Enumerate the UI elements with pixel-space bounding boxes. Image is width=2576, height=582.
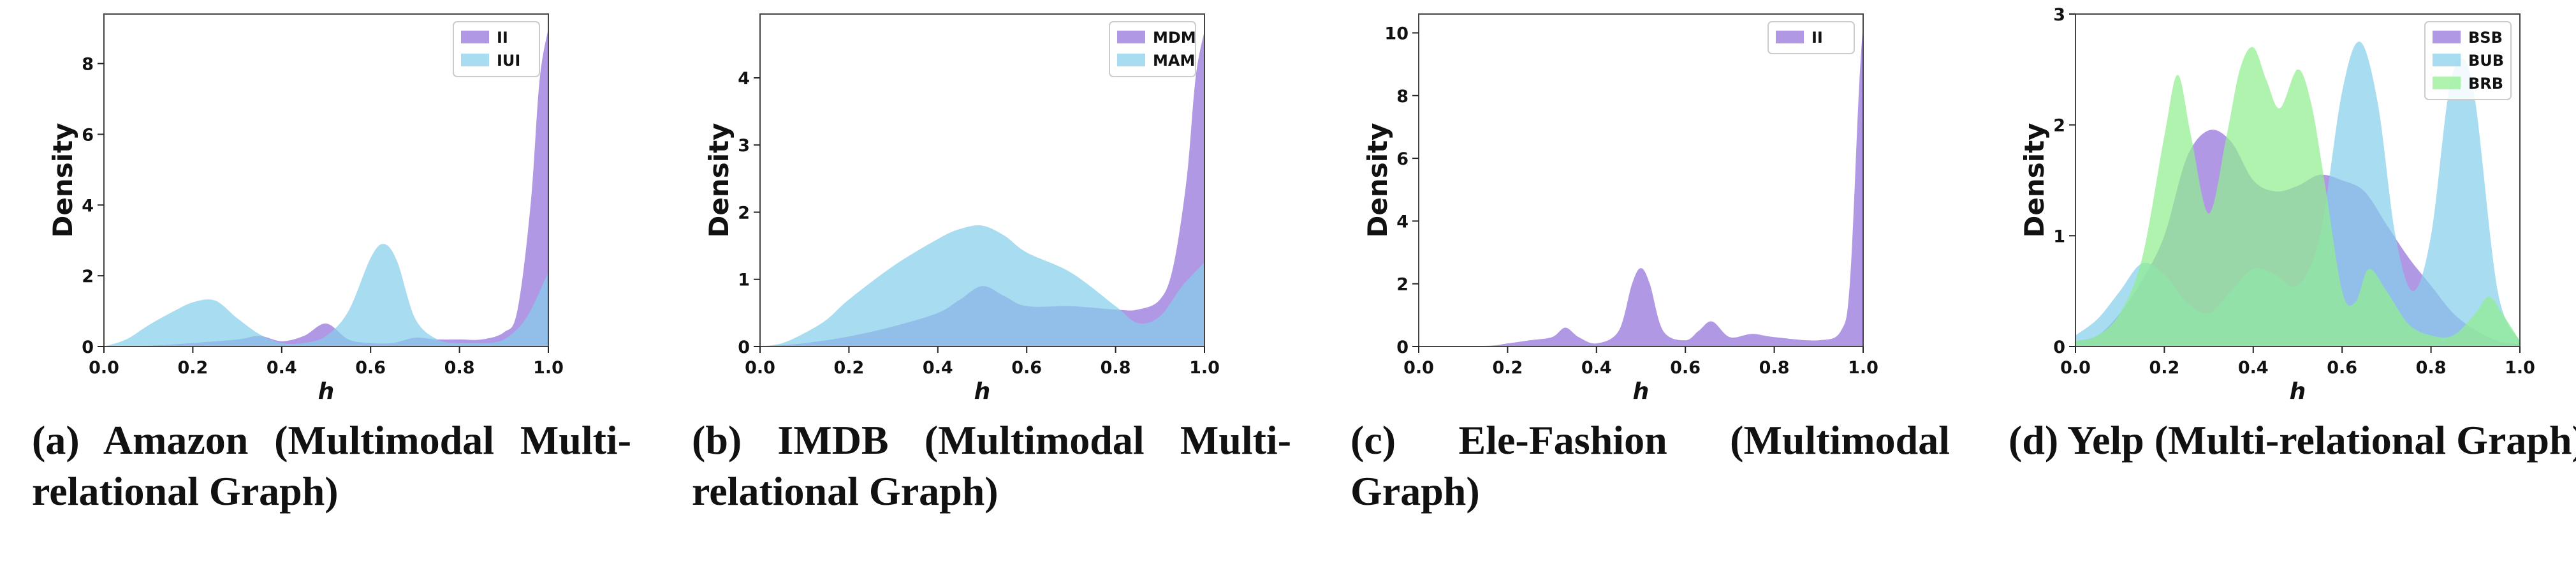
legend-label-ii: II [1811,29,1823,47]
x-tick-label: 0.4 [2238,358,2269,378]
chart-b: 0.0 0.2 0.4 0.6 0.8 1.0 0 1 2 3 4 h Density MDM MAM [703,13,1220,405]
legend-label-mam: MAM [1153,52,1195,70]
legend: II [1767,21,1855,54]
x-tick-label: 0.6 [2327,358,2357,378]
legend-swatch-mdm [1117,31,1145,43]
chart-c: 0.0 0.2 0.4 0.6 0.8 1.0 0 2 4 6 8 10 h Density II [1362,13,1878,405]
y-tick-label: 8 [1396,87,1409,107]
x-axis-label: h [1633,378,1650,405]
legend: MDM MAM [1109,21,1196,77]
chart-a: 0.0 0.2 0.4 0.6 0.8 1.0 0 2 4 6 8 h Density II IUI [47,13,564,405]
y-tick-label: 0 [82,338,94,357]
area-ii [1419,23,1863,347]
y-tick-label: 3 [2053,5,2065,25]
y-tick-label: 6 [82,125,94,145]
x-tick-label: 1.0 [1189,358,1220,378]
x-tick-label: 0.4 [923,358,953,378]
plot-frame [1418,13,1864,347]
x-tick-label: 0.2 [833,358,864,378]
x-tick-label: 0.4 [1581,358,1612,378]
x-tick-label: 0.8 [1101,358,1131,378]
x-tick-label: 0.0 [89,358,119,378]
y-tick-label: 4 [1396,212,1409,232]
chart-d: 0.0 0.2 0.4 0.6 0.8 1.0 0 1 2 3 h Density BSB BUB BRB [2019,5,2535,405]
x-tick-label: 1.0 [2505,358,2535,378]
x-tick-label: 0.0 [2060,358,2091,378]
x-tick-label: 0.6 [355,358,386,378]
y-tick-label: 0 [738,338,750,357]
plot-frame [2075,13,2521,347]
legend-swatch-brb [2433,77,2461,89]
legend-label-ii: II [497,29,508,47]
x-tick-label: 0.4 [267,358,297,378]
plot-frame [103,13,549,347]
x-tick-label: 0.6 [1011,358,1042,378]
x-tick-label: 0.2 [1492,358,1523,378]
y-tick-label: 2 [82,267,94,287]
caption-c: (c) Ele-Fashion (Multimodal Graph) [1350,417,1950,514]
y-tick-label: 8 [82,55,94,75]
legend-label-iui: IUI [497,52,520,70]
y-tick-label: 10 [1384,24,1409,43]
legend: II IUI [453,21,540,77]
y-tick-label: 4 [738,69,750,89]
y-tick-label: 3 [738,136,750,156]
x-tick-label: 1.0 [1848,358,1878,378]
x-tick-label: 0.8 [444,358,475,378]
area-iui [104,244,548,347]
y-tick-label: 2 [1396,275,1409,295]
legend-label-bub: BUB [2468,52,2504,70]
y-tick-label: 2 [738,203,750,223]
y-axis-label: Density [703,123,735,237]
area-mam [760,225,1204,347]
y-tick-label: 6 [1396,149,1409,169]
legend-label-bsb: BSB [2468,29,2503,47]
y-axis-label: Density [47,123,78,237]
caption-a: (a) Amazon (Multimodal Multi-relational … [32,417,631,514]
legend-label-brb: BRB [2468,75,2503,93]
x-tick-label: 0.0 [1403,358,1434,378]
x-axis-label: h [974,378,991,405]
x-tick-label: 0.6 [1670,358,1701,378]
y-tick-label: 1 [738,271,750,290]
x-tick-label: 0.8 [1759,358,1790,378]
caption-d: (d) Yelp (Multi-relational Graph) [2009,417,2576,463]
area-mdm [760,31,1204,347]
y-tick-label: 1 [2053,227,2065,246]
area-brb [2075,47,2520,347]
x-axis-label: h [2290,378,2306,405]
x-tick-label: 0.2 [177,358,208,378]
caption-b: (b) IMDB (Multimodal Multi-relational Gr… [692,417,1291,514]
legend-swatch-bub [2433,54,2461,66]
x-tick-label: 1.0 [533,358,564,378]
plot-frame [759,13,1205,347]
legend-swatch-bsb [2433,31,2461,43]
legend-label-mdm: MDM [1153,29,1196,47]
legend: BSB BUB BRB [2424,21,2512,100]
legend-swatch-mam [1117,54,1145,66]
y-tick-label: 0 [1396,338,1409,357]
legend-box [1767,21,1855,54]
legend-swatch-ii [461,31,489,43]
legend-swatch-ii [1776,31,1804,43]
x-tick-label: 0.8 [2416,358,2447,378]
y-tick-label: 0 [2053,338,2065,357]
y-tick-label: 4 [82,196,94,216]
x-axis-label: h [318,378,335,405]
legend-swatch-iui [461,54,489,66]
x-tick-label: 0.2 [2149,358,2179,378]
y-tick-label: 2 [2053,116,2065,136]
y-axis-label: Density [2019,123,2050,237]
y-axis-label: Density [1362,123,1393,237]
x-tick-label: 0.0 [745,358,775,378]
